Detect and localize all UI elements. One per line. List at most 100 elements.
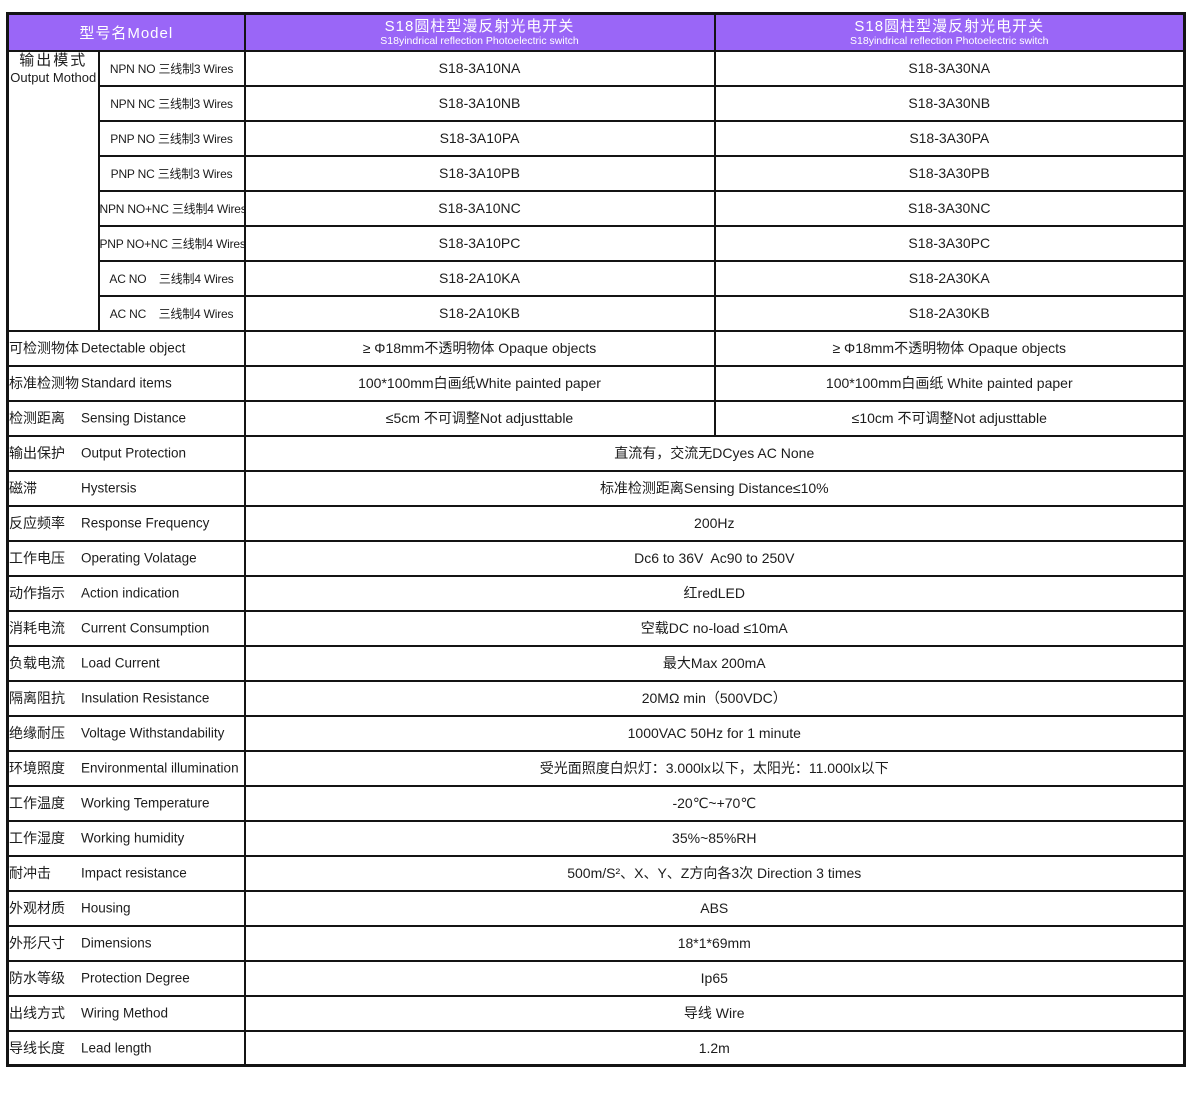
spec-label-en: Dimensions (81, 935, 152, 951)
product-title-1: S18圆柱型漫反射光电开关 (384, 17, 575, 35)
output-mode-row: PNP NO 三线制3 Wires S18-3A10PA S18-3A30PA (8, 119, 1186, 157)
wiring-type-label: PNP NC 三线制3 Wires (97, 154, 246, 192)
output-mode-row: 输出模式 Output Mothod NPN NO 三线制3 Wires S18… (6, 49, 1186, 332)
spec-label-zh: 消耗电流 (9, 620, 65, 636)
spec-label-zh: 可检测物体 (9, 340, 79, 356)
spec-label-zh: 环境照度 (9, 760, 65, 776)
spec-label: 检测距离 Sensing Distance (6, 399, 246, 437)
spec-value: 标准检测距离Sensing Distance≤10% (243, 469, 1186, 507)
spec-label-en: Protection Degree (81, 970, 190, 986)
spec-label-en: Wiring Method (81, 1005, 169, 1021)
spec-label: 环境照度 Environmental illumination (6, 749, 246, 787)
spec-label-en: Lead length (81, 1040, 152, 1056)
output-mode-row: NPN NO+NC 三线制4 Wires S18-3A10NC S18-3A30… (8, 189, 1186, 227)
spec-label-zh: 反应频率 (9, 515, 65, 531)
model-number-10: S18-3A10PC (243, 224, 716, 262)
spec-label-zh: 出线方式 (9, 1005, 65, 1021)
spec-label: 消耗电流 Current Consumption (6, 609, 246, 647)
wiring-type-label: PNP NO 三线制3 Wires (97, 119, 246, 157)
spec-row-current-consumption: 消耗电流 Current Consumption 空载DC no-load ≤10… (6, 609, 1186, 647)
spec-row-impact-resistance: 耐冲击 Impact resistance 500m/S²、X、Y、Z方向各3次 … (6, 854, 1186, 892)
spec-label-en: Sensing Distance (81, 410, 187, 426)
spec-value: 1.2m (243, 1029, 1186, 1067)
model-number-10: S18-2A10KA (243, 259, 716, 297)
spec-label-zh: 检测距离 (9, 410, 65, 426)
spec-label-zh: 标准检测物 (9, 375, 79, 391)
wiring-type-label: NPN NO+NC 三线制4 Wires (97, 189, 246, 227)
spec-label-zh: 外观材质 (9, 900, 65, 916)
model-number-30: S18-3A30NC (713, 189, 1186, 227)
spec-label: 防水等级 Protection Degree (6, 959, 246, 997)
spec-row-lead-length: 导线长度 Lead length 1.2m (6, 1029, 1186, 1067)
spec-label-en: Hystersis (81, 480, 137, 496)
spec-label-en: Standard items (81, 375, 172, 391)
spec-label-zh: 隔离阻抗 (9, 690, 65, 706)
output-mode-label-zh: 输出模式 (19, 51, 88, 69)
spec-row-housing: 外观材质 Housing ABS (6, 889, 1186, 927)
spec-row-insulation-resistance: 隔离阻抗 Insulation Resistance 20MΩ min（500VD… (6, 679, 1186, 717)
spec-label-zh: 导线长度 (9, 1039, 65, 1056)
spec-label: 出线方式 Wiring Method (6, 994, 246, 1032)
spec-label: 绝缘耐压 Voltage Withstandability (6, 714, 246, 752)
spec-row-voltage-withstandability: 绝缘耐压 Voltage Withstandability 1000VAC 50H… (6, 714, 1186, 752)
product-subtitle-1: S18yindrical reflection Photoelectric sw… (380, 34, 579, 47)
spec-value: 18*1*69mm (243, 924, 1186, 962)
spec-label-en: Working humidity (81, 830, 185, 846)
spec-row-response-frequency: 反应频率 Response Frequency 200Hz (6, 504, 1186, 542)
spec-label-en: Current Consumption (81, 620, 210, 636)
spec-row-standard-items: 标准检测物 Standard items 100*100mm白画纸White pa… (6, 364, 1186, 402)
spec-value: 直流有，交流无DCyes AC None (243, 434, 1186, 472)
spec-value: 35%~85%RH (243, 819, 1186, 857)
wiring-type-label: NPN NO 三线制3 Wires (97, 49, 246, 87)
spec-row-sensing-distance: 检测距离 Sensing Distance ≤5cm 不可调整Not adjust… (6, 399, 1186, 437)
model-number-10: S18-3A10NC (243, 189, 716, 227)
spec-value: -20℃~+70℃ (243, 784, 1186, 822)
spec-value: 红redLED (243, 574, 1186, 612)
output-mode-label-en: Output Mothod (10, 69, 97, 85)
output-mode-row: NPN NC 三线制3 Wires S18-3A10NB S18-3A30NB (8, 84, 1186, 122)
spec-label-en: Action indication (81, 585, 180, 601)
wiring-type-label: AC NO 三线制4 Wires (97, 259, 246, 297)
spec-label-en: Operating Volatage (81, 550, 197, 566)
spec-label-zh: 绝缘耐压 (9, 725, 65, 741)
spec-row-working-humidity: 工作湿度 Working humidity 35%~85%RH (6, 819, 1186, 857)
spec-label-en: Working Temperature (81, 795, 210, 811)
spec-row-environmental-illumination: 环境照度 Environmental illumination 受光面照度白炽灯：… (6, 749, 1186, 787)
model-number-30: S18-2A30KA (713, 259, 1186, 297)
spec-label-zh: 磁滞 (9, 480, 37, 496)
spec-label-zh: 防水等级 (9, 970, 65, 986)
spec-label-zh: 动作指示 (9, 585, 65, 601)
spec-label: 隔离阻抗 Insulation Resistance (6, 679, 246, 717)
spec-label: 工作温度 Working Temperature (6, 784, 246, 822)
spec-label-zh: 负载电流 (9, 655, 65, 671)
spec-label-en: Environmental illumination (81, 760, 239, 776)
spec-row-action-indication: 动作指示 Action indication 红redLED (6, 574, 1186, 612)
header-row: 型号名Model S18圆柱型漫反射光电开关 S18yindrical refl… (6, 12, 1186, 52)
spec-label: 可检测物体 Detectable object (6, 329, 246, 367)
spec-value: 1000VAC 50Hz for 1 minute (243, 714, 1186, 752)
spec-label: 磁滞 Hystersis (6, 469, 246, 507)
spec-label-en: Housing (81, 900, 131, 916)
spec-label-zh: 外形尺寸 (9, 935, 65, 951)
model-number-30: S18-3A30NB (713, 84, 1186, 122)
spec-label: 外观材质 Housing (6, 889, 246, 927)
spec-row-operating-voltage: 工作电压 Operating Volatage Dc6 to 36V Ac90 t… (6, 539, 1186, 577)
model-number-30: S18-3A30PA (713, 119, 1186, 157)
spec-label-zh: 工作温度 (9, 795, 65, 811)
product-subtitle-2: S18yindrical reflection Photoelectric sw… (850, 34, 1049, 47)
spec-value-col1: 100*100mm白画纸White painted paper (243, 364, 716, 402)
spec-label: 负载电流 Load Current (6, 644, 246, 682)
spec-row-dimensions: 外形尺寸 Dimensions 18*1*69mm (6, 924, 1186, 962)
spec-label-en: Load Current (81, 655, 160, 671)
output-mode-row: AC NO 三线制4 Wires S18-2A10KA S18-2A30KA (8, 259, 1186, 297)
spec-label: 工作电压 Operating Volatage (6, 539, 246, 577)
spec-value-col2: ≥ Φ18mm不透明物体 Opaque objects (713, 329, 1186, 367)
model-number-30: S18-3A30NA (713, 49, 1186, 87)
output-mode-row: PNP NC 三线制3 Wires S18-3A10PB S18-3A30PB (8, 154, 1186, 192)
spec-label-zh: 耐冲击 (9, 865, 51, 881)
spec-value: 20MΩ min（500VDC） (243, 679, 1186, 717)
spec-label: 动作指示 Action indication (6, 574, 246, 612)
spec-row-working-temperature: 工作温度 Working Temperature -20℃~+70℃ (6, 784, 1186, 822)
spec-value: 最大Max 200mA (243, 644, 1186, 682)
